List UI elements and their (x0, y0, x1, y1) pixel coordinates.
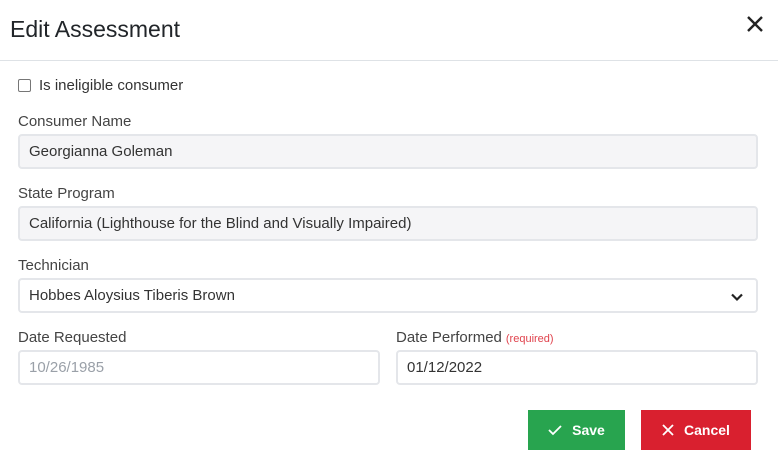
close-icon[interactable] (744, 13, 766, 35)
date-performed-label: Date Performed (required) (396, 329, 554, 346)
consumer-name-field[interactable]: Georgianna Goleman (18, 134, 758, 169)
date-requested-placeholder: 10/26/1985 (29, 359, 105, 376)
cancel-button[interactable]: Cancel (641, 410, 751, 450)
technician-value: Hobbes Aloysius Tiberis Brown (29, 287, 235, 304)
ineligible-checkbox-row[interactable]: Is ineligible consumer (18, 77, 183, 94)
x-icon (662, 424, 674, 436)
date-performed-input[interactable]: 01/12/2022 (396, 350, 758, 385)
date-requested-input[interactable]: 10/26/1985 (18, 350, 380, 385)
state-program-value: California (Lighthouse for the Blind and… (29, 215, 412, 232)
modal-title: Edit Assessment (10, 16, 181, 42)
modal-header: Edit Assessment (0, 0, 778, 61)
ineligible-label: Is ineligible consumer (39, 77, 184, 94)
technician-select[interactable]: Hobbes Aloysius Tiberis Brown (18, 278, 758, 313)
save-button[interactable]: Save (528, 410, 625, 450)
date-requested-label: Date Requested (18, 329, 127, 346)
state-program-field[interactable]: California (Lighthouse for the Blind and… (18, 206, 758, 241)
consumer-name-label: Consumer Name (18, 113, 132, 130)
date-performed-label-text: Date Performed (396, 329, 502, 346)
cancel-label: Cancel (684, 422, 730, 438)
date-performed-value: 01/12/2022 (407, 359, 483, 376)
required-indicator: (required) (505, 333, 554, 345)
state-program-label: State Program (18, 185, 115, 202)
check-icon (548, 425, 562, 436)
chevron-down-icon (731, 293, 743, 302)
save-label: Save (572, 422, 605, 438)
technician-label: Technician (18, 257, 89, 274)
ineligible-checkbox[interactable] (18, 79, 31, 92)
consumer-name-value: Georgianna Goleman (29, 143, 173, 160)
